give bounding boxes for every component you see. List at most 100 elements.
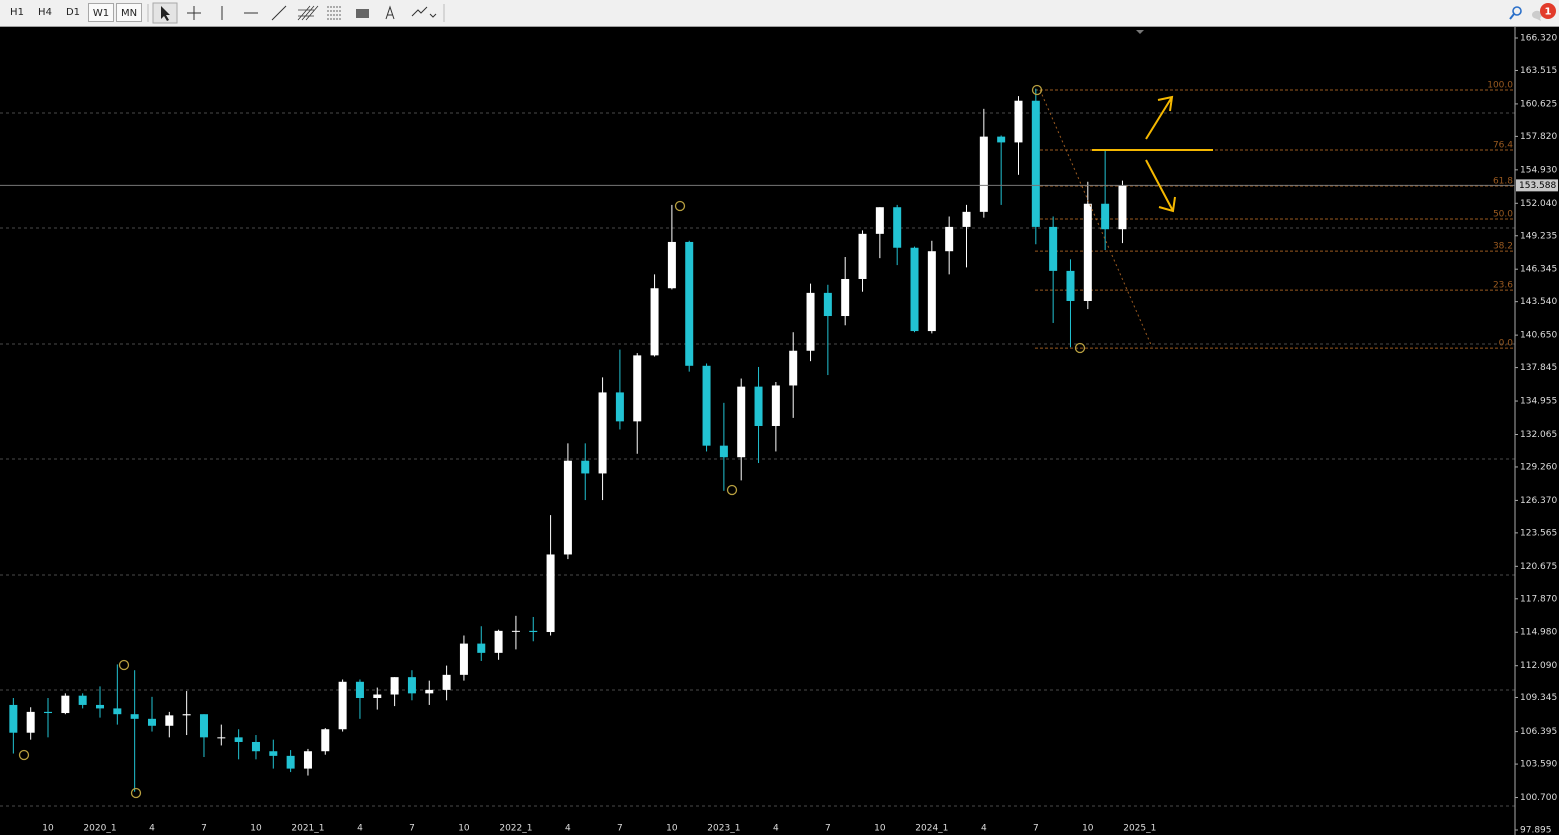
fib-trend-line xyxy=(1039,89,1153,348)
timeframe-button[interactable]: MN xyxy=(116,3,142,22)
candle-body xyxy=(529,630,538,633)
x-tick-label: 4 xyxy=(773,824,779,834)
candle-body xyxy=(1083,203,1092,301)
candle-body xyxy=(44,711,53,714)
x-tick-label: 7 xyxy=(1033,824,1039,834)
chart-background xyxy=(0,27,1559,835)
y-tick-label: 152.040 xyxy=(1520,199,1557,209)
candle-body xyxy=(893,207,902,248)
candle-body xyxy=(789,350,798,386)
fibonacci-tool[interactable] xyxy=(327,6,341,20)
rectangle-tool[interactable] xyxy=(356,9,369,18)
y-tick-label: 123.565 xyxy=(1520,528,1557,538)
candle-body xyxy=(754,386,763,426)
candle-body xyxy=(338,681,347,730)
y-tick-label: 129.260 xyxy=(1520,462,1557,472)
notification-badge[interactable] xyxy=(1540,3,1556,19)
y-tick-label: 137.845 xyxy=(1520,363,1557,373)
candle-body xyxy=(251,741,260,752)
candle-body xyxy=(875,207,884,234)
candle-body xyxy=(1118,185,1127,230)
text-tool[interactable] xyxy=(385,5,395,20)
shapes-menu[interactable] xyxy=(411,6,437,18)
toolbar-icons: 1 xyxy=(147,2,1556,24)
timeframe-button[interactable]: H1 xyxy=(10,7,24,18)
fib-label: 38.2 xyxy=(1493,242,1513,252)
x-tick-label: 2020_1 xyxy=(83,824,116,834)
x-tick-label: 4 xyxy=(565,824,571,834)
x-tick-label: 2023_1 xyxy=(707,824,740,834)
candle-body xyxy=(494,630,503,653)
y-tick-label: 112.090 xyxy=(1520,661,1557,671)
candle-body xyxy=(165,715,174,726)
candle-body xyxy=(459,643,468,675)
candle-body xyxy=(1049,226,1058,271)
swing-markers xyxy=(18,84,1086,799)
y-tick-label: 132.065 xyxy=(1520,430,1557,440)
timeframe-button[interactable]: W1 xyxy=(88,3,114,22)
x-tick-label: 4 xyxy=(981,824,987,834)
candle-body xyxy=(78,695,87,705)
candle-body xyxy=(113,708,122,715)
candle-body xyxy=(1066,270,1075,301)
cursor-tool[interactable] xyxy=(152,2,178,24)
y-tick-label: 166.320 xyxy=(1520,34,1557,44)
crosshair-tool[interactable] xyxy=(187,6,201,20)
x-tick-label: 4 xyxy=(149,824,155,834)
chart: 166.320 163.515 160.625 157.820 154.930 152.0… xyxy=(0,27,1559,835)
timeframe-button[interactable]: D1 xyxy=(65,7,81,18)
channel-tool[interactable] xyxy=(297,5,319,21)
timeframe-button[interactable]: H4 xyxy=(38,7,52,18)
candle-body xyxy=(667,241,676,289)
fib-label: 50.0 xyxy=(1493,210,1513,220)
current-price-label: 153.588 xyxy=(1519,181,1556,191)
candle-body xyxy=(962,211,971,227)
candle-body xyxy=(945,226,954,252)
y-tick-label: 100.700 xyxy=(1520,793,1557,803)
candle-body xyxy=(217,737,226,739)
chat-icon[interactable] xyxy=(1532,10,1543,21)
timeframe-buttons: H1 H4 D1 W1 MN xyxy=(4,3,142,22)
x-tick-label: 7 xyxy=(409,824,415,834)
candle-body xyxy=(182,714,191,716)
y-tick-label: 146.345 xyxy=(1520,265,1557,275)
y-tick-label: 163.515 xyxy=(1520,66,1557,76)
candle-body xyxy=(269,751,278,756)
trendline-tool[interactable] xyxy=(271,5,287,21)
x-tick-label: 10 xyxy=(250,824,262,834)
candle-body xyxy=(823,292,832,317)
candle-body xyxy=(858,233,867,279)
candle-body xyxy=(234,737,243,742)
candle-body xyxy=(581,460,590,474)
x-tick-label: 7 xyxy=(617,824,623,834)
candle-body xyxy=(390,677,399,695)
candle-body xyxy=(61,695,70,714)
fib-label: 100.0 xyxy=(1487,80,1513,90)
candle-body xyxy=(407,677,416,694)
y-tick-label: 140.650 xyxy=(1520,331,1557,341)
x-tick-label: 10 xyxy=(874,824,886,834)
y-tick-label: 109.345 xyxy=(1520,693,1557,703)
x-tick-label: 10 xyxy=(42,824,54,834)
candle-body xyxy=(321,729,330,752)
x-tick-label: 10 xyxy=(458,824,470,834)
y-tick-label: 97.895 xyxy=(1520,826,1552,835)
search-icon[interactable] xyxy=(1512,6,1522,16)
candle-body xyxy=(615,392,624,422)
candle-body xyxy=(979,136,988,212)
candle-body xyxy=(477,643,486,653)
candle-body xyxy=(563,460,572,555)
candle-body xyxy=(130,714,139,719)
fib-label: 61.8 xyxy=(1493,177,1513,187)
x-tick-label: 4 xyxy=(357,824,363,834)
candle-body xyxy=(702,365,711,446)
up-arrow xyxy=(1145,95,1174,140)
candle-body xyxy=(633,355,642,422)
x-tick-label: 2022_1 xyxy=(499,824,532,834)
x-tick-label: 2021_1 xyxy=(291,824,324,834)
candle-body xyxy=(771,385,780,426)
y-tick-label: 106.395 xyxy=(1520,727,1557,737)
fib-label: 23.6 xyxy=(1493,281,1513,291)
candle-body xyxy=(147,718,156,726)
x-tick-label: 10 xyxy=(1082,824,1094,834)
